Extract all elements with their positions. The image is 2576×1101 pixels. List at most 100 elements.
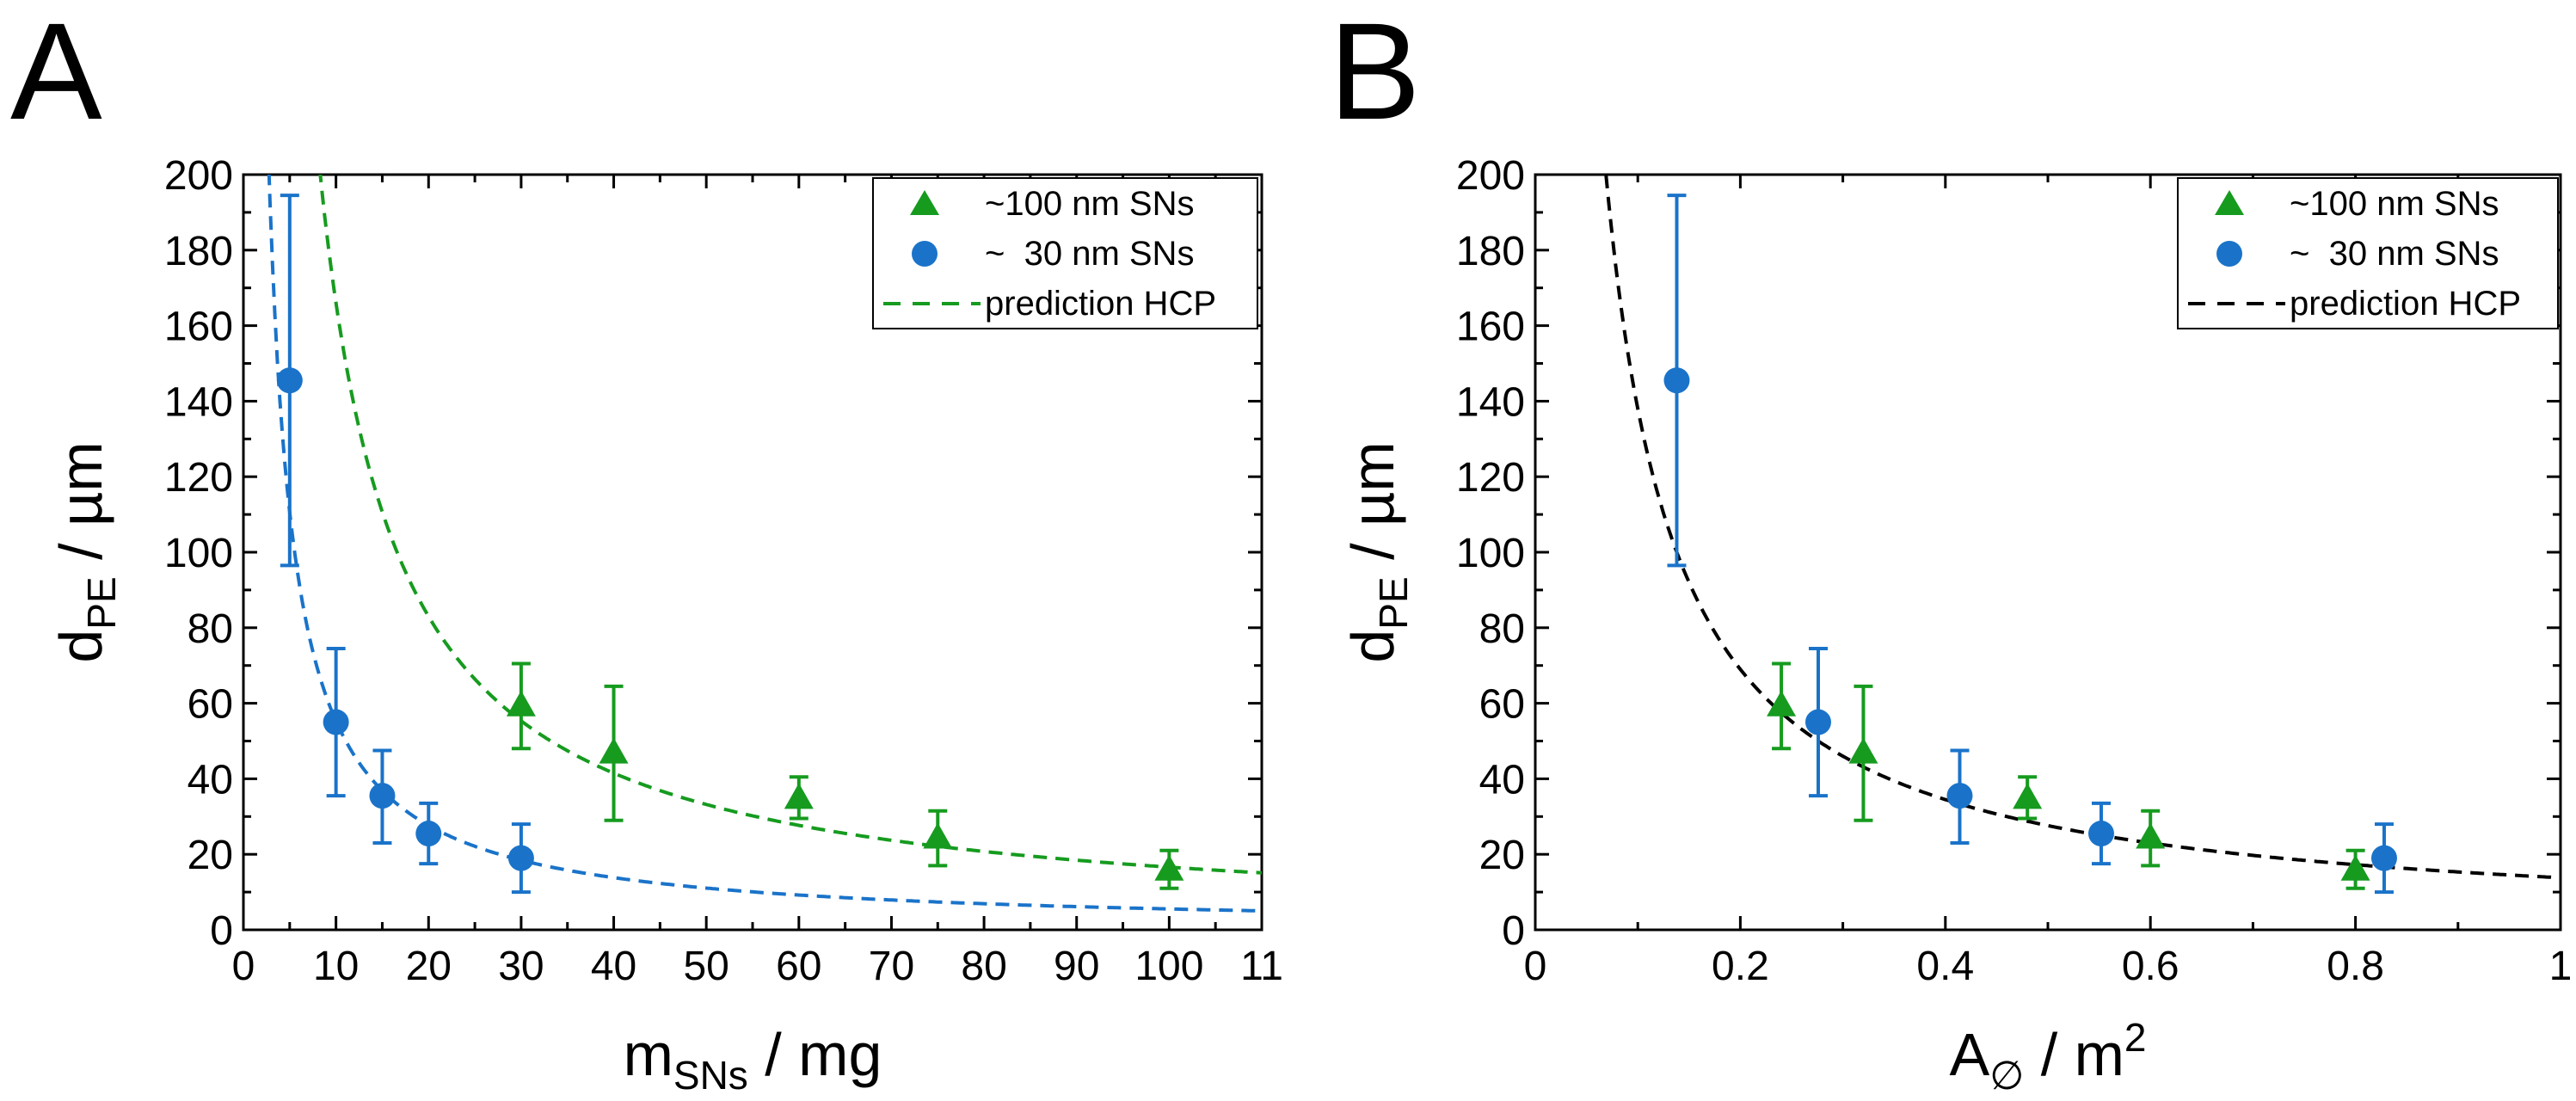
y-axis-label-rest: / µm xyxy=(47,441,114,576)
x-tick-label: 0.2 xyxy=(1712,944,1769,989)
data-point-triangle xyxy=(506,690,536,717)
x-tick-label: 40 xyxy=(591,944,636,989)
data-point-circle xyxy=(276,367,303,394)
x-tick-label: 1 xyxy=(2549,944,2573,989)
y-axis-label-main: d xyxy=(1339,630,1406,663)
fit-curve xyxy=(1604,175,2561,880)
y-tick-label: 0 xyxy=(210,908,233,954)
data-point-circle xyxy=(1804,709,1831,735)
y-axis-label: dPE / µm xyxy=(47,441,124,662)
x-tick-label: 0.8 xyxy=(2327,944,2384,989)
y-tick-label: 80 xyxy=(1479,606,1525,652)
x-axis-label: A∅ / m2 xyxy=(1949,1015,2146,1097)
y-tick-label: 200 xyxy=(164,153,233,199)
data-point-triangle xyxy=(784,783,814,809)
x-tick-label: 70 xyxy=(869,944,914,989)
legend-label: prediction HCP xyxy=(2290,285,2521,323)
y-tick-label: 40 xyxy=(1479,757,1525,803)
data-point-triangle xyxy=(2340,854,2370,881)
y-tick-label: 180 xyxy=(1456,229,1525,274)
y-tick-label: 40 xyxy=(188,757,233,803)
data-point-triangle xyxy=(1767,690,1797,717)
series-circle xyxy=(276,194,534,895)
legend-label: ~ 30 nm SNs xyxy=(2290,235,2499,273)
x-tick-label: 0 xyxy=(1524,944,1547,989)
x-tick-label: 50 xyxy=(683,944,729,989)
y-tick-label: 100 xyxy=(164,531,233,576)
x-tick-label: 0 xyxy=(232,944,255,989)
data-point-circle xyxy=(1663,367,1690,394)
data-point-triangle xyxy=(2136,822,2166,849)
y-tick-label: 160 xyxy=(164,304,233,350)
series-triangle xyxy=(1767,661,2370,890)
y-tick-label: 140 xyxy=(164,379,233,425)
fit-curve xyxy=(318,175,1262,875)
panel-label: A xyxy=(10,0,102,148)
x-axis-label-main: m xyxy=(624,1021,673,1088)
panel-label: B xyxy=(1329,0,1421,148)
y-tick-label: 180 xyxy=(164,229,233,274)
legend: ~100 nm SNs ~ 30 nm SNs prediction HCP xyxy=(872,177,1258,329)
x-axis-label: mSNs / mg xyxy=(624,1021,882,1097)
y-tick-label: 120 xyxy=(164,455,233,501)
fit-curves xyxy=(1604,175,2561,880)
x-tick-label: 10 xyxy=(313,944,359,989)
data-point-circle xyxy=(323,709,349,735)
data-point-circle xyxy=(2087,821,2114,847)
legend-label: prediction HCP xyxy=(985,285,1216,323)
y-tick-label: 140 xyxy=(1456,379,1525,425)
data-point-circle xyxy=(369,783,396,809)
x-axis-label-sub: ∅ xyxy=(1989,1053,2024,1097)
x-tick-label: 80 xyxy=(961,944,1006,989)
data-point-circle xyxy=(1946,783,1973,809)
series-circle xyxy=(1663,194,2397,895)
y-tick-label: 80 xyxy=(188,606,233,652)
legend-marker-circle xyxy=(2216,241,2242,267)
y-axis-label-sub: PE xyxy=(1371,576,1416,629)
data-point-triangle xyxy=(1154,854,1184,881)
data-point-triangle xyxy=(1848,737,1878,764)
y-axis-label-main: d xyxy=(47,630,114,663)
legend-marker-circle xyxy=(912,241,938,267)
y-tick-label: 200 xyxy=(1456,153,1525,199)
x-tick-label: 0.6 xyxy=(2122,944,2179,989)
y-axis-label: dPE / µm xyxy=(1339,441,1416,662)
y-axis-label-sub: PE xyxy=(79,576,124,629)
y-tick-label: 120 xyxy=(1456,455,1525,501)
legend-marker-triangle xyxy=(910,190,939,215)
y-tick-label: 100 xyxy=(1456,531,1525,576)
x-axis-label-sub: SNs xyxy=(673,1053,748,1097)
data-point-circle xyxy=(415,821,442,847)
y-tick-label: 20 xyxy=(188,833,233,878)
legend: ~100 nm SNs ~ 30 nm SNs prediction HCP xyxy=(2177,177,2559,329)
legend-label: ~100 nm SNs xyxy=(985,185,1194,223)
data-point-triangle xyxy=(2013,783,2043,809)
x-tick-label: 90 xyxy=(1054,944,1099,989)
x-tick-label: 30 xyxy=(498,944,544,989)
x-axis-label-rest: / m xyxy=(2024,1021,2124,1088)
x-tick-label: 11 xyxy=(1240,944,1283,989)
data-point-circle xyxy=(507,845,534,871)
y-axis-label-rest: / µm xyxy=(1339,441,1406,576)
legend-marker-triangle xyxy=(2215,190,2244,215)
data-point-circle xyxy=(2370,845,2397,871)
data-point-triangle xyxy=(923,822,953,849)
x-tick-label: 60 xyxy=(776,944,821,989)
x-axis-label-main: A xyxy=(1949,1021,1989,1088)
legend-label: ~ 30 nm SNs xyxy=(985,235,1194,273)
y-tick-label: 0 xyxy=(1502,908,1525,954)
x-tick-label: 100 xyxy=(1134,944,1203,989)
y-tick-label: 60 xyxy=(1479,682,1525,728)
x-axis-label-sup: 2 xyxy=(2124,1015,2147,1060)
panel-a: A 0 20 40 60 80 100 120 140 160 180 200 0 10 20 30 40 50 6… xyxy=(10,0,1283,1098)
x-axis-label-rest: / mg xyxy=(748,1021,882,1088)
x-tick-label: 20 xyxy=(406,944,452,989)
y-tick-label: 60 xyxy=(188,682,233,728)
legend-label: ~100 nm SNs xyxy=(2290,185,2499,223)
panel-b: B 0 20 40 60 80 100 120 140 160 180 200 0 0.2 0.4 0.6 0.… xyxy=(1329,0,2573,1098)
y-tick-label: 20 xyxy=(1479,833,1525,878)
y-tick-label: 160 xyxy=(1456,304,1525,350)
x-tick-label: 0.4 xyxy=(1916,944,1974,989)
